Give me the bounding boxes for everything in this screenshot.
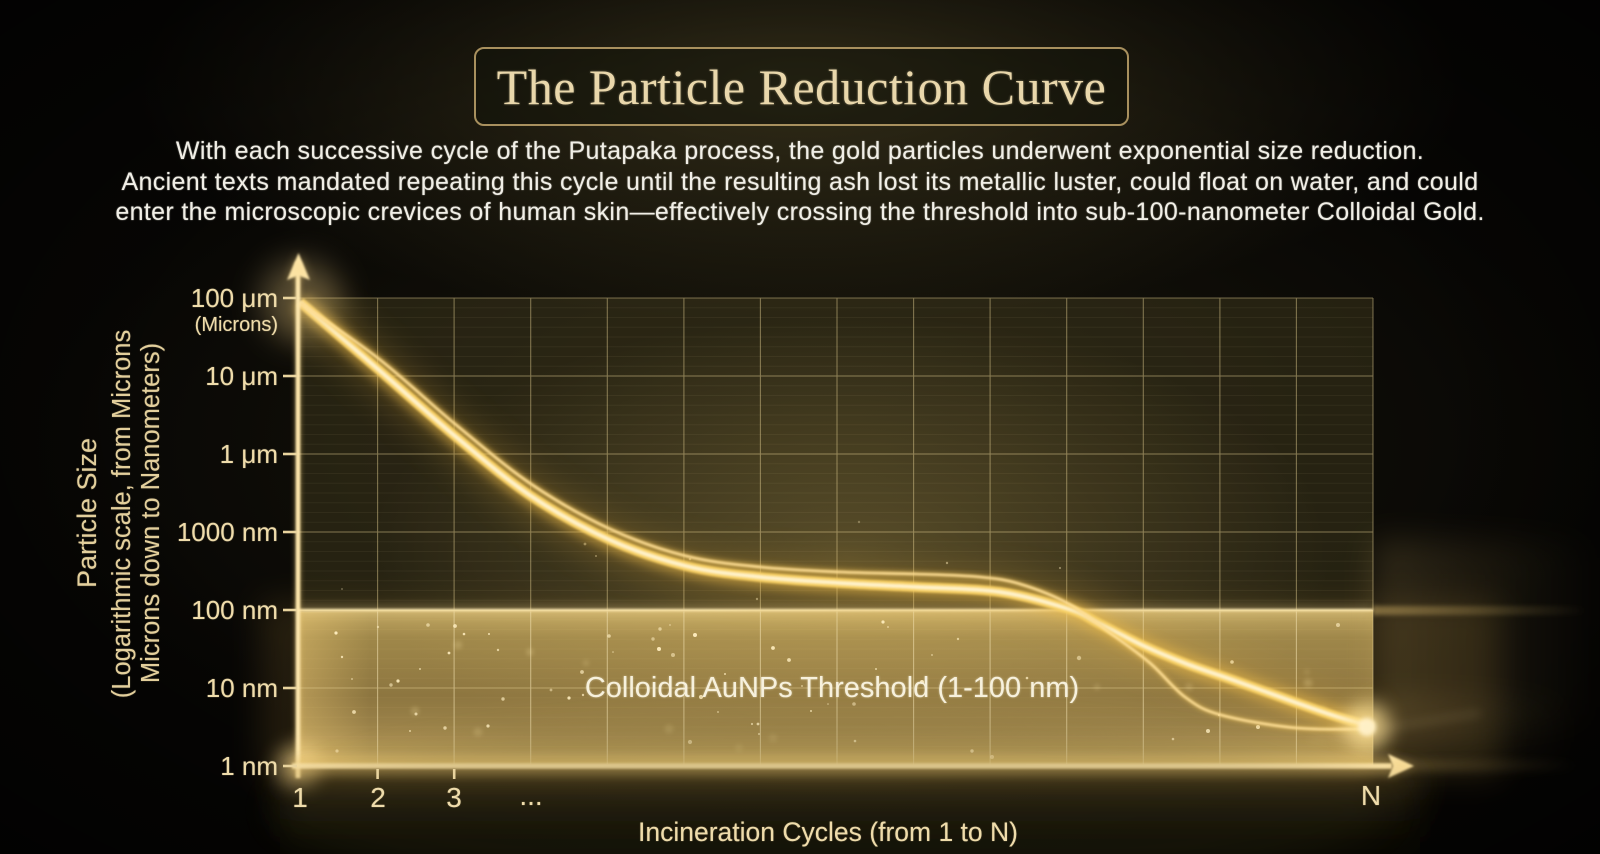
svg-text:1000 nm: 1000 nm bbox=[177, 517, 278, 547]
svg-text:100 nm: 100 nm bbox=[191, 595, 278, 625]
svg-text:Microns down to Nanometers): Microns down to Nanometers) bbox=[137, 343, 165, 683]
svg-text:(Logarithmic scale, from Micro: (Logarithmic scale, from Microns bbox=[108, 330, 136, 698]
svg-text:N: N bbox=[1361, 780, 1381, 811]
svg-text:Incineration Cycles (from 1 to: Incineration Cycles (from 1 to N) bbox=[638, 817, 1018, 847]
svg-text:1 μm: 1 μm bbox=[220, 439, 278, 469]
svg-text:3: 3 bbox=[446, 782, 462, 813]
svg-text:10 nm: 10 nm bbox=[206, 673, 278, 703]
svg-text:10 μm: 10 μm bbox=[205, 361, 278, 391]
svg-text:...: ... bbox=[519, 780, 542, 811]
svg-text:Colloidal AuNPs Threshold (1-1: Colloidal AuNPs Threshold (1-100 nm) bbox=[585, 672, 1079, 704]
svg-text:Particle Size: Particle Size bbox=[72, 438, 102, 588]
svg-text:1: 1 bbox=[292, 782, 308, 813]
svg-text:1 nm: 1 nm bbox=[220, 751, 278, 781]
svg-text:100 μm: 100 μm bbox=[191, 283, 278, 313]
svg-text:(Microns): (Microns) bbox=[195, 314, 278, 336]
svg-text:2: 2 bbox=[370, 782, 386, 813]
